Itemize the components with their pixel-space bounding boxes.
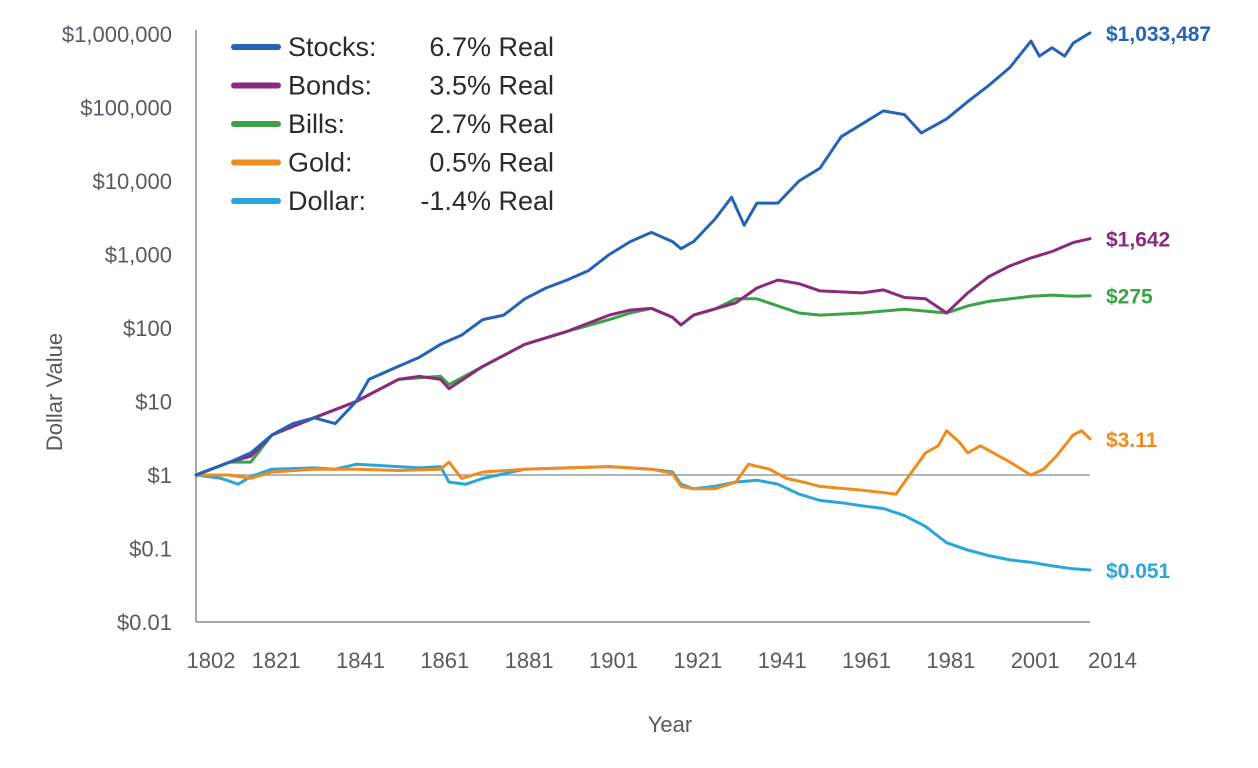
legend-series-rate: 3.5% Real <box>429 71 554 101</box>
legend-series-rate: -1.4% Real <box>420 186 554 216</box>
y-tick-label: $100 <box>123 316 172 341</box>
end-label-bills: $275 <box>1106 286 1153 309</box>
x-tick-label: 1941 <box>758 648 807 673</box>
y-tick-label: $0.01 <box>117 610 172 635</box>
legend-series-name: Bills: <box>288 109 345 139</box>
legend-series-rate: 0.5% Real <box>429 148 554 178</box>
x-tick-label: 1802 <box>187 648 236 673</box>
end-labels: $1,033,487 $1,642 $275 $3.11 $0.051 <box>1106 23 1211 583</box>
y-tick-label: $10,000 <box>92 169 172 194</box>
end-label-gold: $3.11 <box>1106 429 1158 452</box>
x-tick-label: 1901 <box>589 648 638 673</box>
series-line-bills <box>194 293 1092 477</box>
x-tick-label: 1841 <box>336 648 385 673</box>
x-tick-label: 1981 <box>926 648 975 673</box>
y-tick-label: $0.1 <box>129 537 172 562</box>
series-line-dollar <box>194 462 1092 572</box>
y-tick-label: $10 <box>135 390 172 415</box>
x-axis-title: Year <box>648 712 692 737</box>
end-label-stocks: $1,033,487 <box>1106 23 1211 46</box>
legend-series-rate: 2.7% Real <box>429 109 554 139</box>
y-tick-label: $1 <box>148 463 172 488</box>
y-tick-label: $1,000,000 <box>62 22 172 47</box>
x-tick-label: 1921 <box>673 648 722 673</box>
series-line-bonds <box>194 237 1092 477</box>
legend-series-name: Dollar: <box>288 186 366 216</box>
y-axis-title: Dollar Value <box>42 333 67 451</box>
series-line-gold <box>194 429 1092 496</box>
series-line-stocks <box>194 31 1092 477</box>
axes: $1,000,000 $100,000 $10,000 $1,000 $100 $10 $1… <box>42 22 1137 737</box>
x-tick-label: 1961 <box>842 648 891 673</box>
legend: Stocks: 6.7% Real Bonds: 3.5% Real Bills: 2.7… <box>231 32 554 216</box>
legend-series-name: Bonds: <box>288 71 372 101</box>
x-tick-label: 1821 <box>252 648 301 673</box>
legend-series-rate: 6.7% Real <box>429 32 554 62</box>
x-tick-label: 1881 <box>505 648 554 673</box>
end-label-bonds: $1,642 <box>1106 229 1170 252</box>
legend-series-name: Stocks: <box>288 32 377 62</box>
y-tick-label: $1,000 <box>105 243 172 268</box>
end-label-dollar: $0.051 <box>1106 560 1171 583</box>
series-layer <box>194 31 1092 572</box>
y-tick-label: $100,000 <box>80 96 172 121</box>
legend-series-name: Gold: <box>288 148 353 178</box>
x-tick-label: 1861 <box>420 648 469 673</box>
x-tick-label: 2001 <box>1011 648 1060 673</box>
x-tick-label: 2014 <box>1088 648 1137 673</box>
